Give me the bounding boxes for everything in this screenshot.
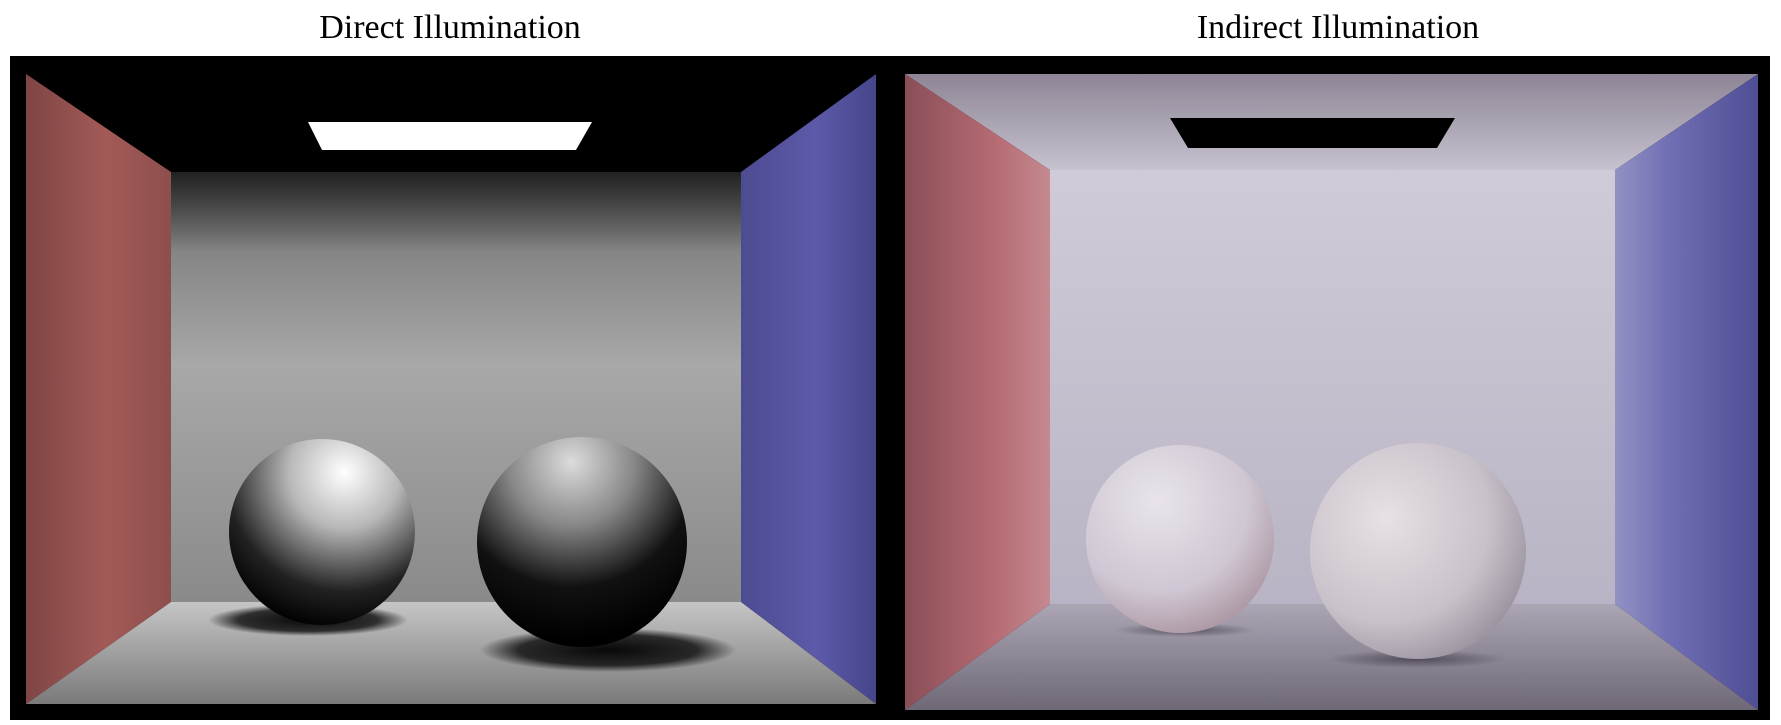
sphere-right <box>1310 443 1526 659</box>
left-caption: Direct Illumination <box>319 9 581 46</box>
floor <box>26 602 876 704</box>
light-panel <box>308 122 592 150</box>
left-wall-red <box>905 74 1050 710</box>
indirect-illumination-render <box>905 74 1758 710</box>
sphere-right <box>477 437 687 647</box>
right-caption: Indirect Illumination <box>1196 9 1480 46</box>
direct-illumination-render <box>26 74 876 704</box>
right-wall-blue <box>1615 74 1758 710</box>
left-wall-red <box>26 74 171 704</box>
sphere-shadow-right <box>1327 650 1507 668</box>
right-wall-blue <box>741 74 876 704</box>
sphere-left <box>1086 445 1274 633</box>
light-panel <box>1170 118 1455 148</box>
sphere-left <box>229 439 415 625</box>
